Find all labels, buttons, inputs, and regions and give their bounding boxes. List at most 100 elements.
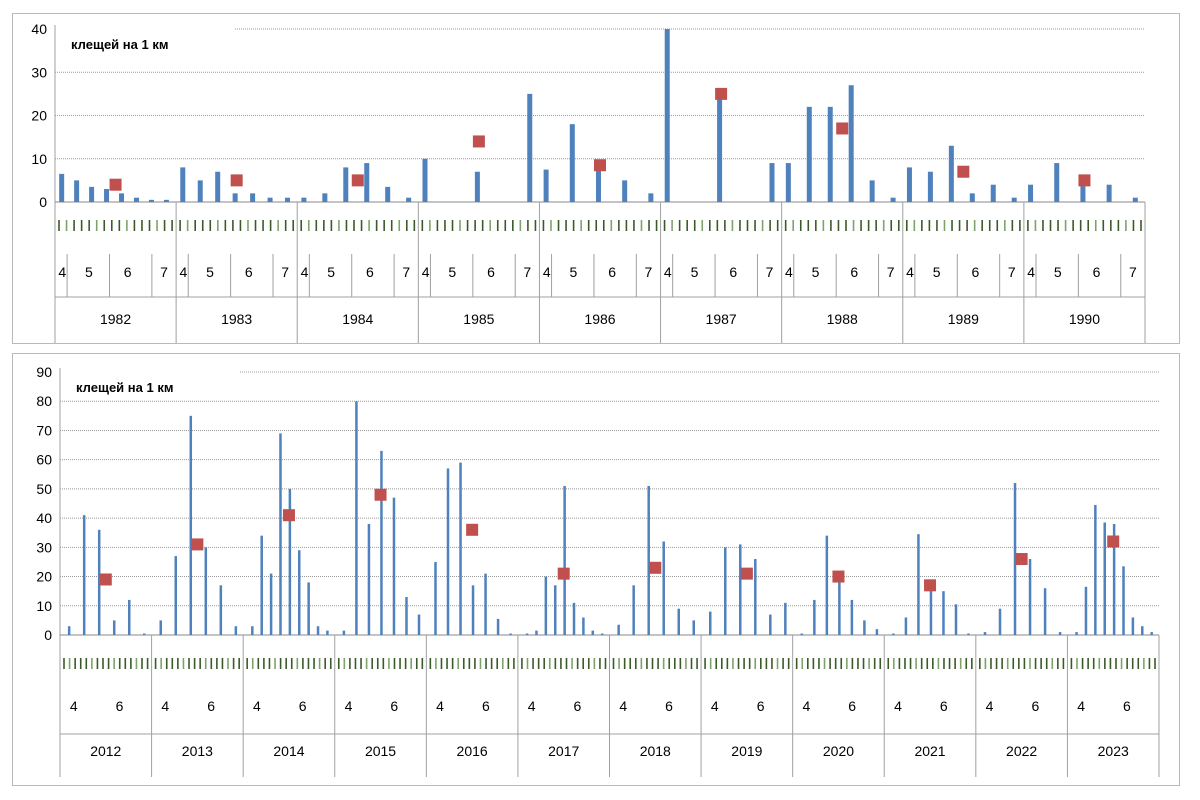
bar bbox=[848, 85, 854, 202]
mean-marker bbox=[740, 567, 753, 580]
month-label: 7 bbox=[766, 264, 774, 280]
bar bbox=[595, 163, 601, 202]
month-label: 4 bbox=[345, 698, 353, 714]
bar bbox=[800, 633, 804, 635]
bar bbox=[496, 618, 500, 635]
y-tick-label: 10 bbox=[36, 598, 52, 614]
bar bbox=[474, 171, 480, 202]
bar bbox=[380, 450, 383, 635]
chart-2012-2023: 0 10 20 30 40 50 60 70 80 90 клещей на 1 км 4 6 2012 4… bbox=[12, 353, 1180, 786]
bar bbox=[219, 585, 223, 635]
bar bbox=[990, 184, 996, 202]
bar bbox=[525, 633, 529, 635]
year-label: 2022 bbox=[1006, 743, 1037, 759]
bar bbox=[251, 626, 254, 635]
bar bbox=[97, 529, 101, 635]
month-label: 5 bbox=[812, 264, 820, 280]
bar bbox=[869, 180, 875, 202]
bar bbox=[600, 633, 604, 635]
bar bbox=[983, 632, 987, 635]
mean-marker bbox=[472, 135, 485, 148]
mean-marker bbox=[594, 159, 606, 172]
bar bbox=[422, 158, 428, 202]
month-label: 4 bbox=[436, 698, 444, 714]
bar bbox=[917, 534, 920, 635]
bar bbox=[1013, 483, 1017, 635]
bar bbox=[234, 626, 238, 635]
bar bbox=[215, 171, 221, 202]
bar bbox=[133, 197, 139, 202]
y-tick-label: 90 bbox=[36, 364, 52, 380]
bar bbox=[754, 559, 757, 635]
month-label: 6 bbox=[608, 264, 616, 280]
bar bbox=[850, 599, 854, 635]
month-label: 4 bbox=[803, 698, 811, 714]
bar bbox=[82, 515, 86, 635]
bar bbox=[677, 608, 680, 635]
month-label: 6 bbox=[1093, 264, 1101, 280]
bar bbox=[572, 602, 576, 635]
month-label: 5 bbox=[206, 264, 214, 280]
bar bbox=[417, 614, 421, 635]
y-tick-label: 20 bbox=[36, 569, 52, 585]
bar bbox=[1141, 626, 1144, 635]
month-label: 6 bbox=[757, 698, 765, 714]
month-label: 6 bbox=[729, 264, 737, 280]
month-label: 6 bbox=[245, 264, 253, 280]
y-tick-label: 80 bbox=[36, 393, 52, 409]
bar bbox=[104, 189, 110, 202]
bar bbox=[942, 591, 945, 635]
month-label: 5 bbox=[327, 264, 335, 280]
bar bbox=[364, 163, 370, 202]
bar bbox=[163, 199, 169, 202]
bar bbox=[74, 180, 80, 202]
year-label: 2012 bbox=[90, 743, 121, 759]
bar bbox=[535, 630, 538, 635]
bar bbox=[405, 597, 408, 635]
year-label: 2018 bbox=[640, 743, 671, 759]
bar bbox=[827, 106, 833, 202]
year-label: 1989 bbox=[948, 311, 979, 327]
bar bbox=[632, 585, 635, 635]
year-label: 1990 bbox=[1069, 311, 1100, 327]
bar bbox=[112, 620, 116, 635]
month-label: 6 bbox=[124, 264, 132, 280]
bar bbox=[647, 485, 650, 635]
year-label: 1984 bbox=[342, 311, 373, 327]
y-tick-label: 30 bbox=[31, 64, 47, 80]
bar bbox=[569, 124, 575, 202]
bar bbox=[180, 167, 186, 202]
month-label: 7 bbox=[1129, 264, 1137, 280]
month-label: 6 bbox=[299, 698, 307, 714]
bar bbox=[582, 617, 585, 635]
bar bbox=[1043, 588, 1047, 635]
bar bbox=[563, 485, 566, 635]
y-axis-label: клещей на 1 км bbox=[76, 380, 173, 395]
mean-marker bbox=[957, 165, 970, 178]
bar bbox=[1080, 176, 1086, 202]
y-tick-label: 0 bbox=[44, 627, 52, 643]
y-tick-label: 50 bbox=[36, 481, 52, 497]
month-label: 6 bbox=[665, 698, 673, 714]
month-label: 5 bbox=[691, 264, 699, 280]
year-label: 2023 bbox=[1098, 743, 1129, 759]
bar bbox=[544, 576, 548, 635]
mean-marker bbox=[191, 538, 204, 551]
bar bbox=[724, 547, 727, 635]
bar bbox=[717, 89, 723, 202]
bar bbox=[367, 523, 371, 635]
bar bbox=[969, 193, 975, 202]
bar bbox=[1122, 566, 1125, 635]
bar bbox=[159, 620, 162, 635]
mean-marker bbox=[1107, 535, 1120, 548]
month-label: 4 bbox=[253, 698, 261, 714]
bar bbox=[307, 582, 310, 635]
y-tick-label: 10 bbox=[31, 151, 47, 167]
year-label: 1985 bbox=[463, 311, 494, 327]
bar bbox=[664, 29, 670, 202]
mean-marker bbox=[109, 178, 122, 191]
bar bbox=[59, 173, 65, 202]
bar bbox=[875, 629, 879, 635]
bar bbox=[892, 633, 895, 635]
y-tick-label: 30 bbox=[36, 539, 52, 555]
